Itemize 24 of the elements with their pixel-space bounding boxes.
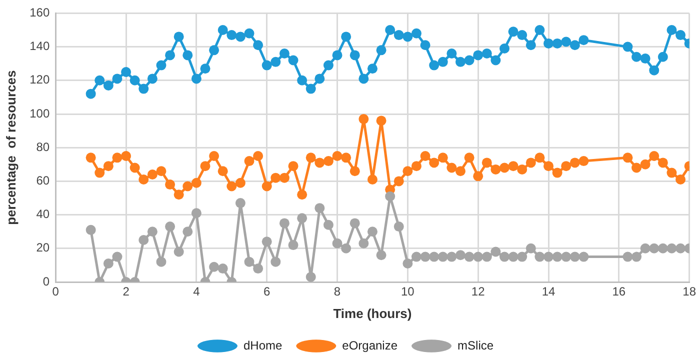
y-tick-label: 140 (30, 39, 50, 54)
legend-label: eOrganize (342, 338, 398, 352)
y-tick-label: 60 (36, 174, 50, 188)
y-tick-label: 160 (30, 6, 50, 20)
x-tick-label: 18 (682, 284, 696, 299)
legend-label: mSlice (458, 338, 494, 352)
x-tick-label: 14 (542, 284, 556, 299)
x-axis-title: Time (hours) (333, 306, 412, 321)
y-tick-label: 100 (30, 106, 50, 120)
x-tick-label: 8 (334, 284, 341, 299)
y-tick-label: 120 (30, 72, 50, 87)
y-axis-title: percentage of resources (3, 70, 18, 225)
x-tick-label: 6 (264, 284, 271, 299)
y-tick-label: 0 (42, 274, 50, 288)
x-tick-label: 4 (193, 284, 200, 299)
legend-label: dHome (243, 338, 282, 352)
x-tick-label: 16 (612, 284, 626, 299)
y-tick-label: 80 (36, 140, 50, 154)
x-tick-label: 10 (401, 284, 415, 299)
y-tick-label: 40 (36, 207, 50, 222)
x-tick-label: 0 (52, 284, 60, 299)
x-tick-label: 2 (122, 284, 130, 299)
x-tick-label: 12 (471, 284, 486, 299)
y-tick-label: 20 (36, 240, 50, 255)
